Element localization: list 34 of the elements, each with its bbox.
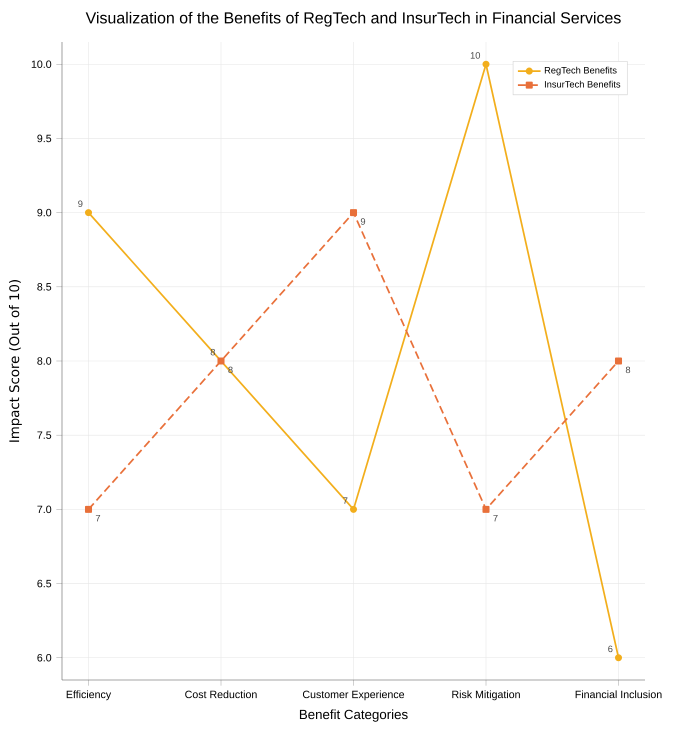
x-tick-label: Efficiency — [66, 690, 112, 700]
x-tick-label: Customer Experience — [302, 690, 404, 700]
data-label: 9 — [360, 218, 366, 225]
data-label: 9 — [78, 200, 82, 208]
data-label: 10 — [470, 52, 480, 59]
chart-title: Visualization of the Benefits of RegTech and InsurTech in Financial Services — [86, 12, 621, 27]
x-axis-title: Benefit Categories — [300, 709, 408, 722]
data-label: 7 — [493, 514, 498, 522]
y-tick-label: 7.0 — [37, 506, 52, 514]
y-tick-label: 7.5 — [37, 431, 52, 439]
y-tick-label: 6.0 — [37, 654, 52, 662]
point — [482, 60, 490, 68]
data-label: 7 — [96, 514, 100, 522]
y-tick-label: 8.5 — [37, 283, 52, 291]
point — [482, 506, 490, 513]
point — [84, 209, 92, 216]
y-tick-label: 9.5 — [37, 134, 52, 142]
point — [614, 357, 622, 365]
point — [350, 209, 358, 216]
y-tick-label: 10.0 — [32, 60, 52, 68]
y-axis-title: Impact Score (Out of 10) — [8, 280, 22, 442]
x-tick-label: Financial Inclusion — [576, 690, 662, 698]
x-tick-label: Risk Mitigation — [452, 690, 520, 700]
y-tick-label: 6.5 — [37, 580, 52, 588]
data-label: 6 — [608, 646, 612, 652]
point — [614, 654, 622, 662]
point — [350, 506, 358, 513]
x-tick-label: Cost Reduction — [185, 690, 257, 698]
point — [84, 506, 92, 513]
legend-label: InsurTech Benefits — [544, 80, 620, 88]
y-tick-label: 8.0 — [37, 357, 52, 365]
data-label: 8 — [626, 366, 630, 374]
legend-label: RegTech Benefits — [544, 66, 617, 76]
y-tick-label: 9.0 — [37, 208, 52, 216]
